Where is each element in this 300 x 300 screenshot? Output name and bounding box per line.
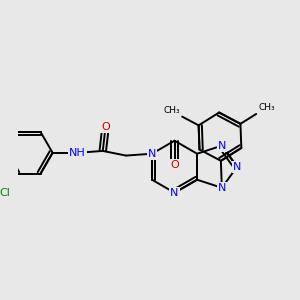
Text: O: O [170, 160, 179, 170]
Text: N: N [170, 188, 179, 198]
Text: N: N [233, 162, 241, 172]
Text: N: N [148, 149, 156, 159]
Text: Cl: Cl [0, 188, 11, 198]
Text: N: N [218, 141, 226, 151]
Text: CH₃: CH₃ [258, 103, 275, 112]
Text: CH₃: CH₃ [163, 106, 180, 116]
Text: O: O [101, 122, 110, 132]
Text: NH: NH [69, 148, 86, 158]
Text: N: N [218, 183, 226, 193]
